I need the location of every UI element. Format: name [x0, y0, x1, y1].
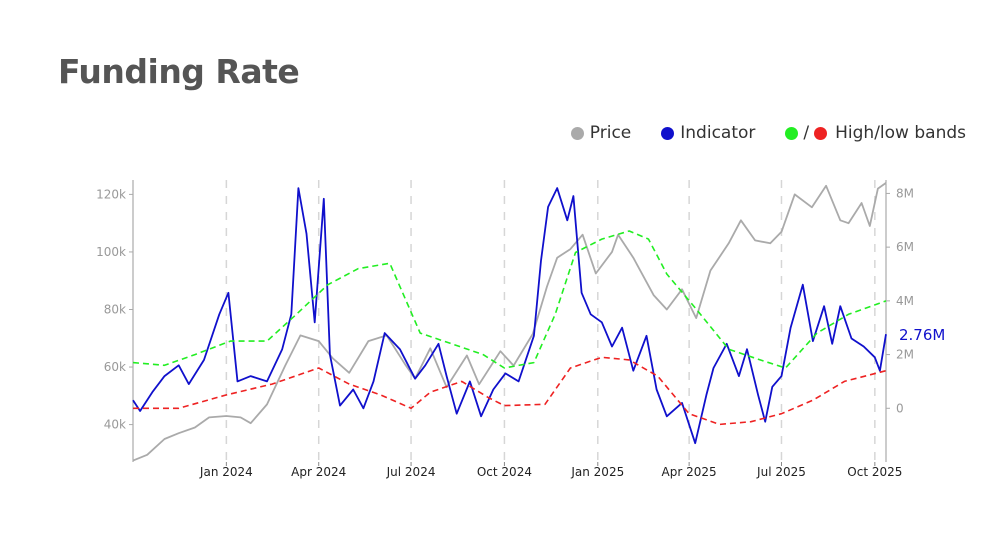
y-left-tick-label: 80k: [104, 302, 126, 316]
x-tick-label: Apr 2024: [291, 465, 346, 479]
x-tick-label: Oct 2024: [477, 465, 532, 479]
legend-item-price[interactable]: Price: [570, 123, 632, 143]
y-right-tick-label: 8M: [896, 186, 914, 200]
legend-item-indicator[interactable]: Indicator: [661, 123, 755, 143]
series-line-low-band: [133, 356, 887, 426]
x-tick-label: Jul 2025: [756, 465, 806, 479]
series-line-indicator: [132, 187, 887, 445]
indicator-dot-icon: [661, 126, 675, 140]
legend-item-bands[interactable]: / High/low bands: [785, 123, 966, 143]
y-left-tick-label: 120k: [96, 187, 126, 201]
series-line-high-band: [132, 230, 887, 369]
low-band-dot-icon: [814, 126, 828, 140]
price-dot-icon: [570, 126, 584, 140]
x-tick-label: Jan 2025: [570, 465, 624, 479]
chart-legend: Price Indicator / High/low bands: [570, 123, 966, 143]
legend-label-indicator: Indicator: [680, 123, 756, 143]
high-band-dot-icon: [785, 126, 799, 140]
y-left-tick-label: 60k: [104, 360, 126, 374]
x-tick-label: Apr 2025: [662, 465, 717, 479]
legend-label-bands: High/low bands: [835, 123, 966, 143]
legend-slash: /: [803, 123, 810, 143]
y-right-tick-label: 4M: [896, 294, 914, 308]
y-right-tick-label: 0: [896, 401, 904, 415]
y-left-tick-label: 40k: [104, 418, 126, 432]
x-tick-label: Jan 2024: [199, 465, 253, 479]
legend-label-price: Price: [589, 123, 632, 143]
y-left-tick-label: 100k: [96, 245, 126, 259]
page-title: Funding Rate: [58, 52, 300, 91]
indicator-last-value-label: 2.76M: [899, 326, 945, 344]
y-right-tick-label: 6M: [896, 240, 914, 254]
x-tick-label: Jul 2024: [386, 465, 436, 479]
series-line-price: [132, 182, 887, 462]
x-tick-label: Oct 2025: [847, 465, 902, 479]
y-right-tick-label: 2M: [896, 348, 914, 362]
